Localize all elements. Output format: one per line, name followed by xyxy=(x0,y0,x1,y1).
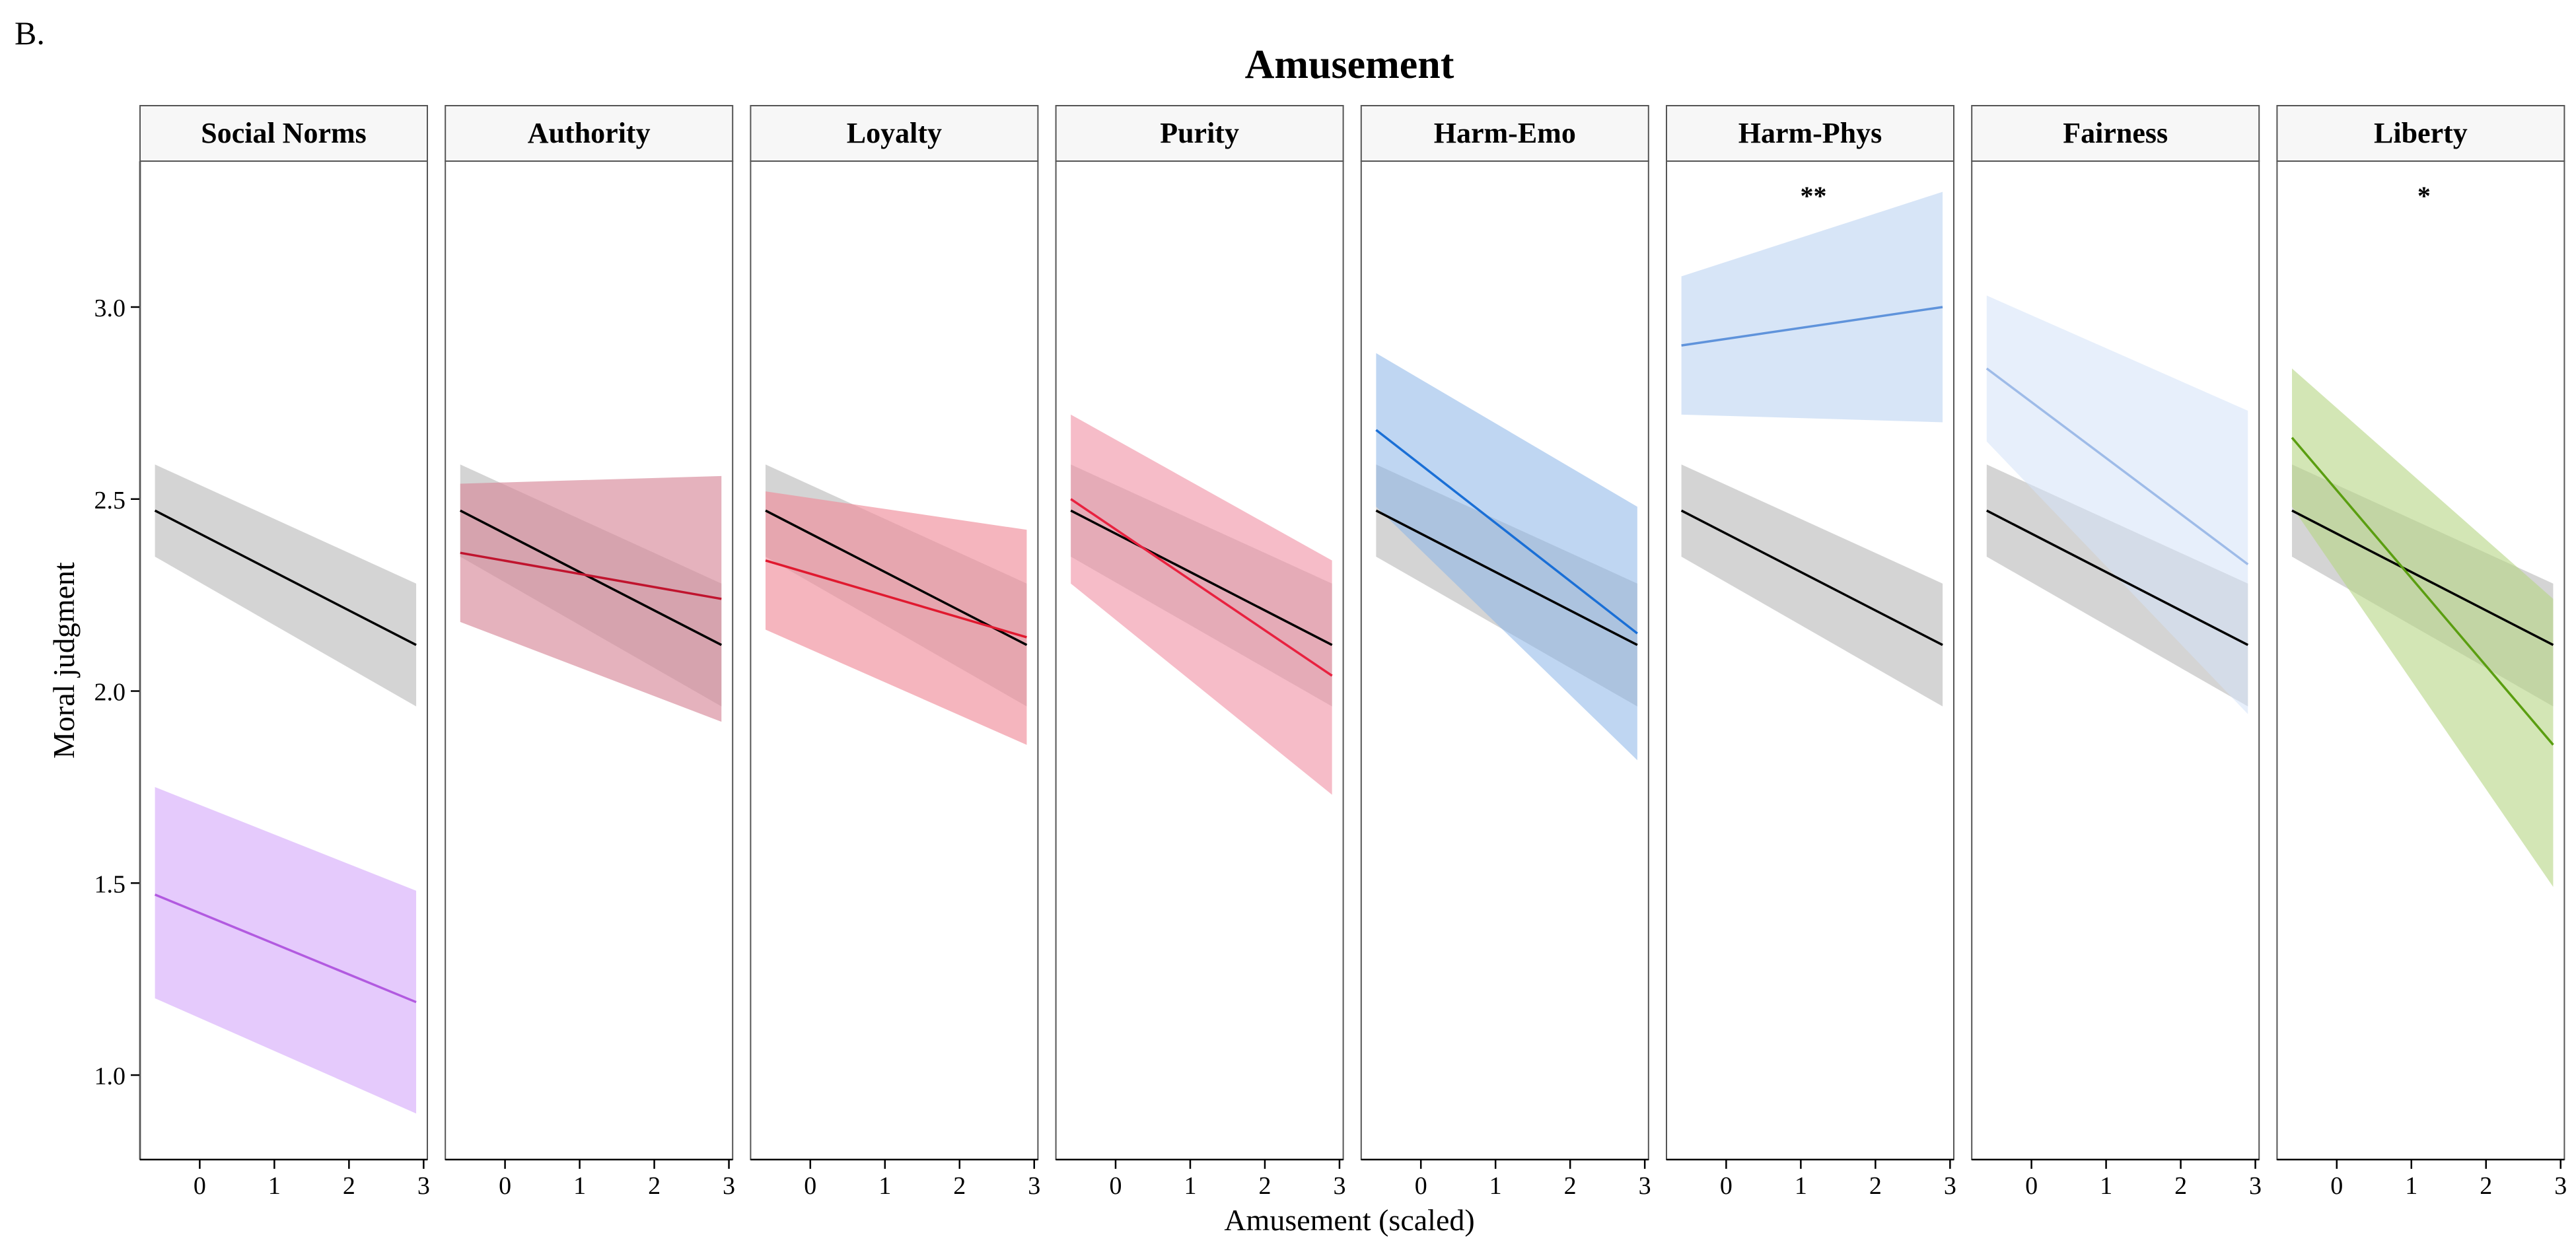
panel-title: Loyalty xyxy=(847,117,942,149)
condition-band xyxy=(1071,414,1332,795)
x-tick-label: 3 xyxy=(1028,1172,1040,1200)
x-tick-label: 0 xyxy=(1720,1172,1733,1200)
y-tick-label: 3.0 xyxy=(94,295,126,322)
figure-label: B. xyxy=(15,15,45,52)
baseline-line xyxy=(154,509,417,646)
x-tick-label: 2 xyxy=(2480,1172,2492,1200)
x-tick-label: 1 xyxy=(1795,1172,1807,1200)
baseline-line xyxy=(1986,509,2249,646)
panel-social-norms: Social Norms 0 1 2 3 xyxy=(139,105,430,1200)
baseline-line xyxy=(1680,509,1943,646)
y-tick-label: 2.0 xyxy=(94,679,126,707)
panel-title: Harm-Phys xyxy=(1738,117,1882,149)
condition-line xyxy=(154,893,417,1004)
x-tick-label: 1 xyxy=(878,1172,891,1200)
condition-line xyxy=(1070,498,1333,677)
condition-band xyxy=(2291,368,2554,888)
x-tick-label: 0 xyxy=(2025,1172,2038,1200)
x-tick-label: 1 xyxy=(2405,1172,2417,1200)
x-axis-label: Amusement (scaled) xyxy=(1224,1203,1474,1237)
x-tick-label: 1 xyxy=(573,1172,586,1200)
x-tick-label: 1 xyxy=(268,1172,281,1200)
condition-band xyxy=(155,786,417,1114)
x-tick-label: 0 xyxy=(1109,1172,1122,1200)
x-tick-label: 0 xyxy=(1415,1172,1427,1200)
condition-line xyxy=(460,551,722,600)
x-tick-label: 2 xyxy=(1258,1172,1271,1200)
baseline-line xyxy=(1375,509,1638,646)
y-axis-label: Moral judgment xyxy=(47,562,81,759)
x-tick-label: 2 xyxy=(343,1172,355,1200)
figure-labels: B. Amusement Amusement (scaled) Moral ju… xyxy=(15,15,1475,1237)
baseline-line xyxy=(1070,509,1333,646)
x-tick-label: 1 xyxy=(1184,1172,1196,1200)
x-tick-label: 0 xyxy=(499,1172,511,1200)
condition-band xyxy=(1681,192,1943,423)
panel-strip xyxy=(139,105,428,162)
panel-harm-emo: Harm-Emo 0 1 2 3 xyxy=(1360,105,1651,1200)
panel-strip xyxy=(1360,105,1649,162)
panel-strip xyxy=(2276,105,2565,162)
x-tick-label: 2 xyxy=(953,1172,966,1200)
baseline-band xyxy=(155,464,417,707)
baseline-line xyxy=(459,509,723,646)
significance-marker: * xyxy=(2417,181,2431,211)
condition-line xyxy=(765,559,1027,639)
panel-harm-phys: Harm-Phys ** 0 1 2 3 xyxy=(1666,105,1956,1200)
x-tick-label: 3 xyxy=(417,1172,430,1200)
chart-title: Amusement xyxy=(1245,42,1454,87)
x-tick-label: 0 xyxy=(804,1172,816,1200)
panel-strip xyxy=(1666,105,1954,162)
condition-line xyxy=(2291,436,2554,746)
panel-title: Purity xyxy=(1160,117,1239,149)
panel-strip xyxy=(750,105,1039,162)
condition-line xyxy=(1681,306,1943,347)
panel-title: Liberty xyxy=(2374,117,2468,149)
significance-marker: ** xyxy=(1801,181,1827,211)
baseline-band xyxy=(1986,464,2248,707)
panel-strip xyxy=(1055,105,1344,162)
x-tick-label: 0 xyxy=(2330,1172,2343,1200)
x-tick-label: 3 xyxy=(1944,1172,1956,1200)
x-tick-label: 2 xyxy=(2174,1172,2187,1200)
panel-authority: Authority 0 1 2 3 xyxy=(445,105,735,1200)
condition-band xyxy=(460,475,722,722)
y-tick-label: 1.5 xyxy=(94,870,126,898)
condition-band xyxy=(1376,353,1637,761)
x-tick-label: 3 xyxy=(1333,1172,1345,1200)
x-tick-label: 3 xyxy=(1639,1172,1651,1200)
panel-title: Harm-Emo xyxy=(1434,117,1576,149)
panel-strip xyxy=(445,105,734,162)
x-tick-label: 3 xyxy=(723,1172,735,1200)
y-tick-label: 1.0 xyxy=(94,1062,126,1090)
x-tick-label: 3 xyxy=(2554,1172,2567,1200)
x-tick-label: 3 xyxy=(2249,1172,2262,1200)
condition-band xyxy=(765,491,1027,745)
x-tick-label: 2 xyxy=(1869,1172,1882,1200)
x-tick-label: 0 xyxy=(194,1172,206,1200)
condition-line xyxy=(1986,367,2249,566)
x-tick-label: 1 xyxy=(1489,1172,1502,1200)
x-tick-label: 2 xyxy=(648,1172,661,1200)
panel-purity: Purity 0 1 2 3 xyxy=(1055,105,1345,1200)
condition-line xyxy=(1375,429,1638,635)
x-tick-label: 1 xyxy=(2100,1172,2112,1200)
y-tick-label: 2.5 xyxy=(94,487,126,514)
baseline-line xyxy=(765,509,1028,646)
x-tick-label: 2 xyxy=(1564,1172,1577,1200)
baseline-band xyxy=(1681,464,1943,707)
panel-loyalty: Loyalty 0 1 2 3 xyxy=(750,105,1040,1200)
panel-title: Fairness xyxy=(2063,117,2168,149)
condition-band xyxy=(1986,295,2248,714)
panel-liberty: Liberty * 0 1 2 3 xyxy=(2276,105,2567,1200)
baseline-line xyxy=(2291,509,2554,646)
panel-fairness: Fairness 0 1 2 3 xyxy=(1971,105,2262,1200)
panel-title: Social Norms xyxy=(201,117,367,149)
panel-title: Authority xyxy=(528,117,651,149)
